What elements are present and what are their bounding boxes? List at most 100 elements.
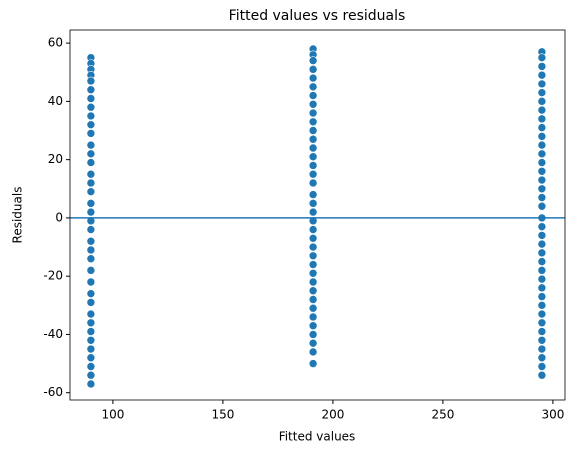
point — [86, 335, 96, 345]
point — [537, 97, 547, 106]
point — [86, 178, 96, 188]
point — [86, 216, 96, 226]
point — [537, 274, 547, 284]
point — [308, 286, 318, 296]
point — [308, 117, 318, 127]
point — [537, 158, 547, 167]
point — [308, 242, 318, 252]
point — [86, 362, 96, 371]
y-tick-label: 0 — [55, 210, 63, 224]
x-axis-label: Fitted values — [279, 430, 356, 444]
point — [308, 216, 318, 226]
point — [308, 190, 318, 199]
point — [86, 207, 96, 217]
point — [86, 140, 96, 150]
point — [86, 236, 96, 246]
point — [537, 239, 547, 249]
point — [537, 114, 547, 124]
point — [86, 298, 96, 307]
y-tick-label: -40 — [43, 327, 63, 341]
point — [537, 105, 547, 115]
point — [308, 268, 318, 278]
point — [86, 245, 96, 255]
point — [537, 283, 547, 293]
plot-frame — [69, 29, 566, 401]
point — [86, 309, 96, 319]
point — [537, 79, 547, 89]
point — [86, 85, 96, 95]
point — [308, 321, 318, 331]
point — [308, 199, 318, 208]
point — [86, 266, 96, 275]
point — [86, 318, 96, 328]
point — [537, 88, 547, 97]
y-tick-label: 20 — [48, 152, 63, 166]
point — [308, 56, 318, 65]
x-tick-label: 250 — [431, 408, 454, 422]
point — [308, 312, 318, 322]
point — [537, 149, 547, 159]
point — [86, 277, 96, 287]
point — [537, 353, 547, 363]
point — [308, 65, 318, 74]
point — [308, 73, 318, 83]
point — [86, 169, 96, 179]
point — [308, 330, 318, 339]
point — [86, 289, 96, 298]
point — [308, 338, 318, 348]
point — [537, 123, 547, 132]
point — [308, 178, 318, 188]
point — [308, 82, 318, 92]
y-tick-label: -60 — [43, 385, 63, 399]
x-tick-label: 200 — [321, 408, 344, 422]
point — [537, 370, 547, 380]
point — [308, 277, 318, 287]
chart-title: Fitted values vs residuals — [229, 8, 406, 24]
point — [308, 207, 318, 217]
point — [537, 257, 547, 266]
point — [86, 149, 96, 159]
point — [86, 129, 96, 138]
point — [86, 327, 96, 336]
y-tick-label: 60 — [48, 36, 63, 50]
point — [308, 303, 318, 313]
point — [86, 120, 96, 129]
point — [537, 166, 547, 176]
point — [537, 62, 547, 71]
point — [537, 327, 547, 336]
point — [537, 184, 547, 194]
point — [537, 70, 547, 80]
point — [308, 347, 318, 357]
point — [308, 99, 318, 109]
point — [86, 111, 96, 121]
point — [86, 225, 96, 234]
point — [308, 251, 318, 261]
point — [537, 292, 547, 301]
point — [86, 187, 96, 196]
point — [308, 260, 318, 269]
point — [308, 359, 318, 368]
point — [86, 379, 96, 389]
point — [308, 108, 318, 118]
point — [308, 143, 318, 153]
point — [308, 295, 318, 304]
point — [537, 335, 547, 345]
point — [86, 94, 96, 103]
point — [537, 266, 547, 275]
x-tick-label: 150 — [211, 408, 234, 422]
point — [537, 140, 547, 150]
point — [537, 309, 547, 319]
point — [537, 132, 547, 141]
x-tick-label: 100 — [101, 408, 124, 422]
point — [308, 91, 318, 100]
point — [537, 53, 547, 62]
point — [308, 161, 318, 170]
point — [537, 231, 547, 240]
point — [86, 254, 96, 264]
point — [86, 76, 96, 86]
point — [308, 225, 318, 234]
y-tick-label: -20 — [43, 269, 63, 283]
point — [537, 344, 547, 354]
point — [86, 102, 96, 112]
